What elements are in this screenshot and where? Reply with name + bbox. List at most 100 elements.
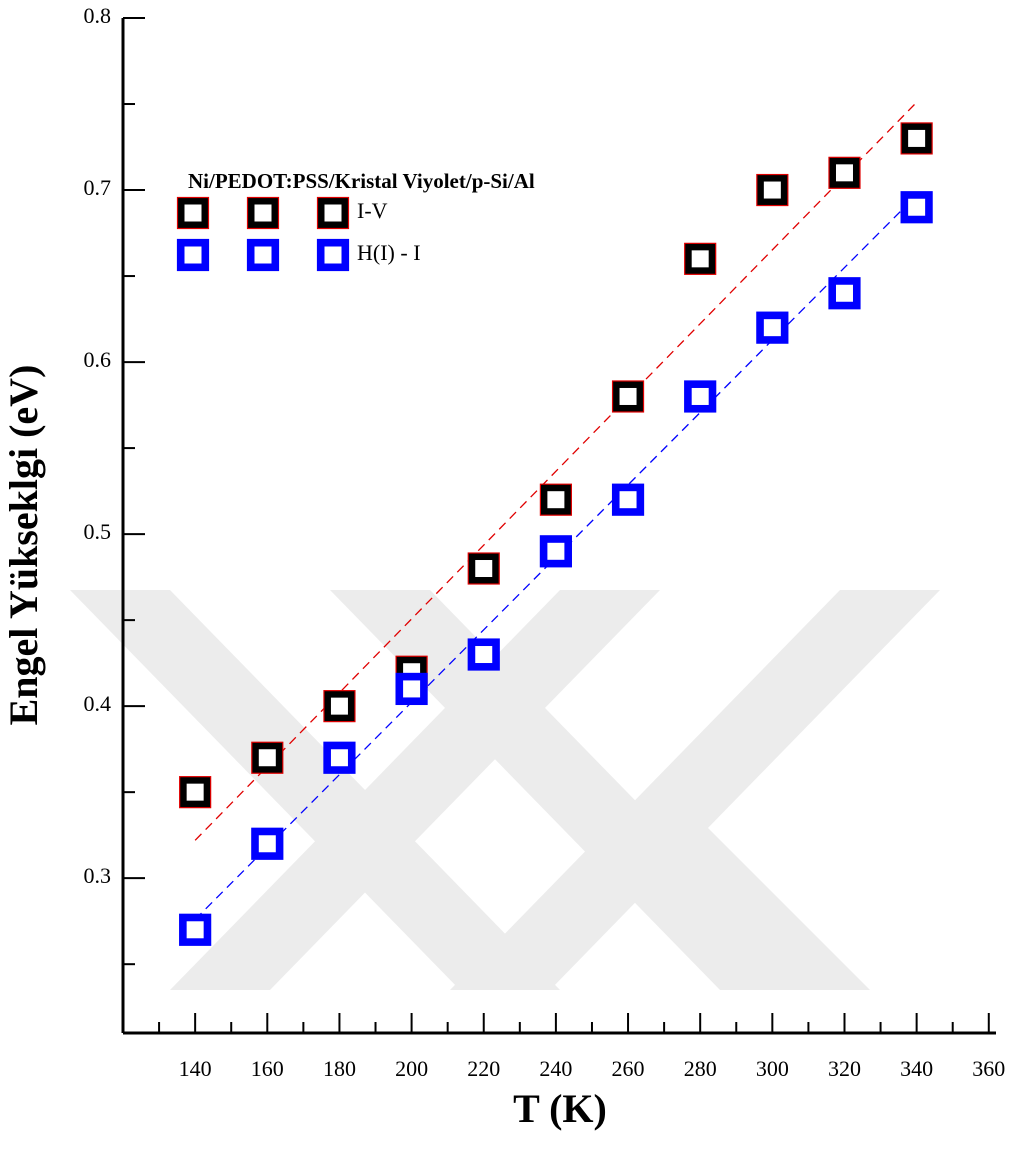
marker [828,156,861,189]
marker-edge [246,196,280,230]
marker-edge [467,638,500,671]
marker [828,277,861,310]
marker-body [317,197,349,229]
marker-edge [756,311,789,344]
marker-body [540,484,572,516]
marker-edge [539,535,572,568]
marker-edge [323,741,356,774]
marker [316,196,350,230]
marker-edge [251,827,284,860]
marker [246,238,280,272]
marker [611,380,645,413]
marker [539,483,572,516]
marker-body [251,742,283,774]
marker [539,535,572,568]
marker-edge [251,741,284,774]
y-tick-label: 0.4 [84,691,112,716]
marker-body [468,639,500,671]
marker-body [901,191,933,223]
marker-body [468,553,500,585]
x-tick-label: 140 [179,1056,212,1081]
legend-label: H(I) - I [357,240,421,265]
marker-edge [467,552,500,585]
marker [684,242,717,275]
marker [467,638,500,671]
marker [316,238,350,272]
marker-edge [611,380,645,413]
marker-body [317,239,349,271]
x-tick-label: 240 [539,1056,572,1081]
marker-body [756,312,788,344]
marker-body [901,122,933,154]
marker-body [179,776,211,808]
marker-edge [611,483,645,516]
marker-body [247,239,279,271]
x-tick-label: 180 [323,1056,356,1081]
marker-body [612,484,644,516]
marker-body [323,742,355,774]
marker-edge [323,690,356,723]
x-tick-label: 320 [828,1056,861,1081]
x-tick-label: 360 [972,1056,1005,1081]
marker [251,827,284,860]
marker-body [756,174,788,206]
x-axis-title: T (K) [513,1086,607,1131]
marker [323,690,356,723]
marker-body [177,239,209,271]
marker [251,741,284,774]
y-tick-label: 0.7 [84,175,112,200]
x-tick-label: 340 [900,1056,933,1081]
marker-edge [316,238,350,272]
x-tick-label: 160 [251,1056,284,1081]
x-tick-label: 200 [395,1056,428,1081]
marker-edge [176,196,210,230]
marker-edge [900,122,933,155]
marker [756,173,789,207]
marker [179,776,212,809]
marker [179,913,212,946]
marker-edge [828,156,861,189]
marker-body [684,380,716,412]
marker-edge [756,173,789,207]
marker [684,380,717,413]
x-tick-label: 300 [756,1056,789,1081]
marker [176,196,210,230]
y-axis-title: Engel Yükseklgi (eV) [1,365,46,726]
marker-edge [316,196,350,230]
marker-edge [684,242,717,275]
marker-edge [176,238,210,272]
y-tick-label: 0.5 [84,519,112,544]
legend-label: I-V [357,198,388,223]
marker-edge [179,913,212,946]
marker-body [396,673,428,705]
marker-edge [684,380,717,413]
fit-line [194,101,918,841]
marker-edge [900,191,933,224]
marker-body [612,380,644,412]
marker-body [251,828,283,860]
marker [467,552,500,585]
watermark [70,590,940,990]
x-tick-label: 280 [684,1056,717,1081]
marker-edge [395,672,428,706]
legend-title: Ni/PEDOT:PSS/Kristal Viyolet/p-Si/Al [188,169,535,193]
x-tick-label: 220 [467,1056,500,1081]
marker-edge [828,277,861,310]
marker-body [828,277,860,309]
marker [323,741,356,774]
marker [176,238,210,272]
marker [900,191,933,224]
marker-body [323,690,355,722]
x-tick-label: 260 [612,1056,645,1081]
marker [756,311,789,344]
marker-body [179,914,211,946]
marker-edge [539,483,572,516]
marker [395,672,428,706]
marker-body [247,197,279,229]
marker [900,122,933,155]
marker-edge [179,776,212,809]
marker-body [828,157,860,189]
marker-edge [246,238,280,272]
marker [611,483,645,516]
